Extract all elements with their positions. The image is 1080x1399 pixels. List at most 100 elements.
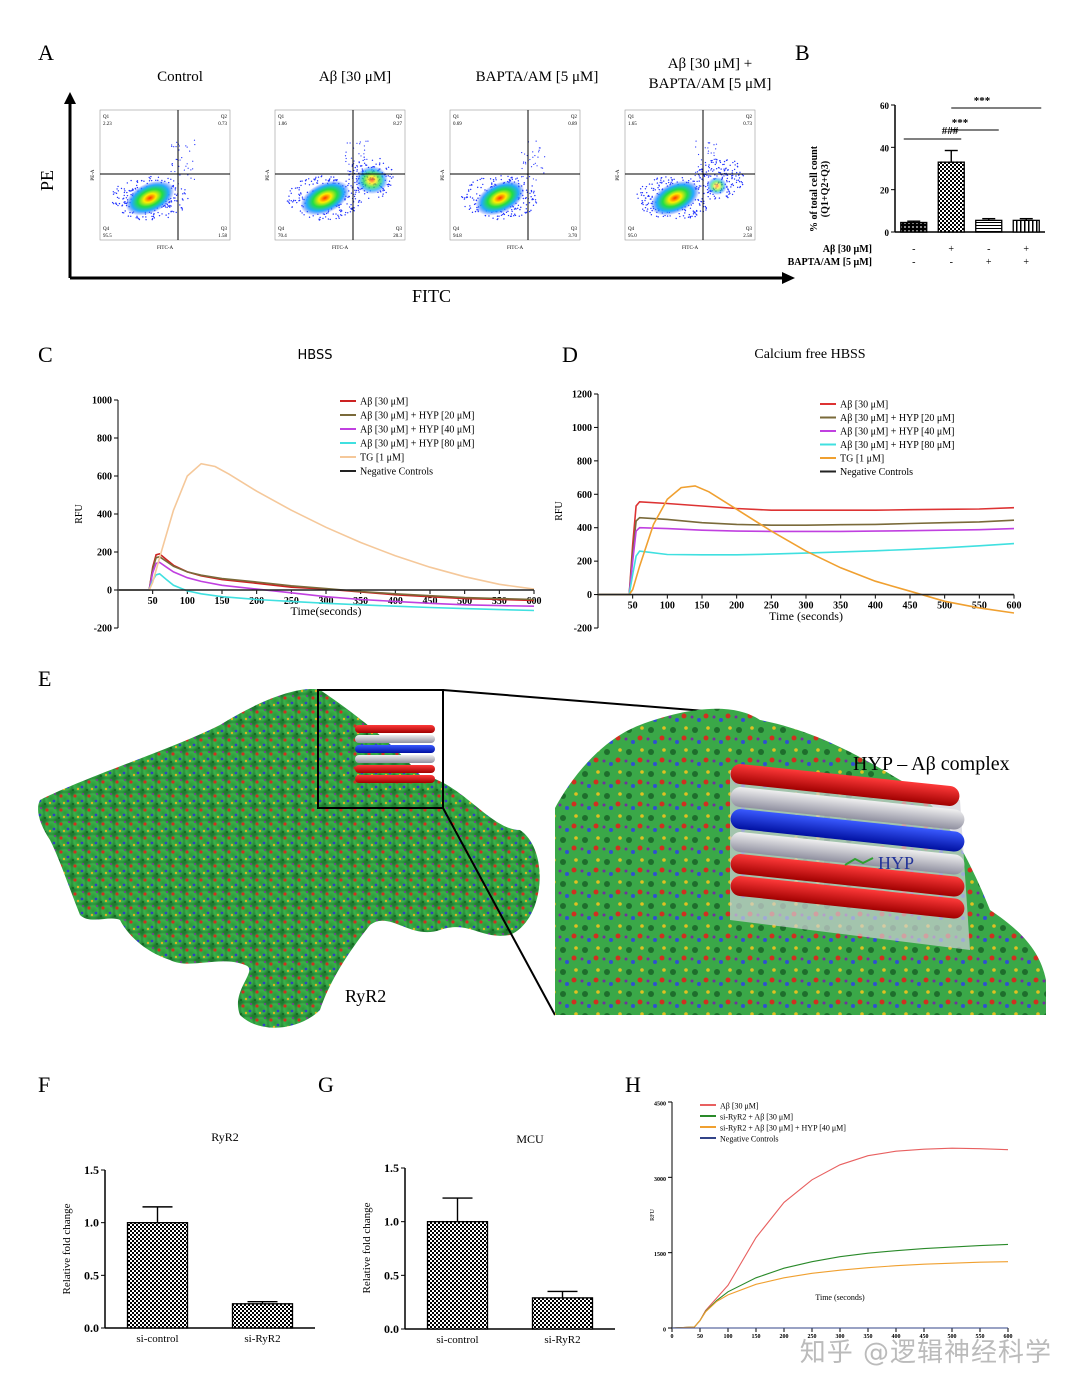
q2-label: Q2: [221, 115, 228, 120]
y-tick-label: 4500: [654, 1102, 666, 1108]
y-axis-label: Relative fold change: [361, 1202, 373, 1293]
y-tick-label: 0: [587, 590, 592, 601]
y-tick-label: 0: [107, 586, 112, 597]
line-chart-h: 0 1500 3000 4500 0 50 100 150 200 250 300 350 400 450…: [650, 1101, 1013, 1340]
y-axis-label: Relative fold change: [61, 1203, 73, 1294]
b-row2-label: BAPTA/AM [5 μM]: [787, 257, 872, 268]
y-tick-label: 400: [577, 523, 592, 534]
y-tick-label: 1000: [92, 396, 112, 407]
q2-value: 0.73: [743, 122, 752, 127]
flow-title-combo-1: Aβ [30 μM] +: [667, 56, 753, 72]
x-tick-label: 500: [937, 601, 952, 612]
b-ylabel: % of total cell count (Q1+Q2+Q3): [809, 145, 831, 233]
q4-label: Q4: [628, 227, 635, 232]
y-axis-mini-label: PE-A: [91, 169, 96, 181]
x-tick-label: 300: [319, 596, 334, 607]
q4-label: Q4: [453, 227, 460, 232]
x-tick-label: 500: [948, 1334, 957, 1340]
flow-title-abeta: Aβ [30 μM]: [318, 69, 392, 85]
q2-value: 8.27: [393, 122, 402, 127]
series-line-2: [671, 1243, 1009, 1329]
y-tick-label: 600: [97, 472, 112, 483]
panel-letter-f: F: [38, 1072, 51, 1097]
legend-entry: Negative Controls: [360, 467, 433, 478]
x-tick-label: 0: [671, 1334, 674, 1340]
q3-label: Q3: [396, 227, 403, 232]
q2-label: Q2: [571, 115, 578, 120]
bar: [231, 1303, 294, 1329]
legend-entry: TG [1 μM]: [840, 454, 884, 465]
b-sign-r2-c4: +: [1023, 257, 1030, 268]
q3-label: Q3: [746, 227, 753, 232]
flow-title-combo-2: BAPTA/AM [5 μM]: [648, 76, 772, 92]
y-tick-label: 1500: [654, 1252, 666, 1258]
q3-value: 20.3: [393, 234, 402, 239]
legend-entry: TG [1 μM]: [360, 453, 404, 464]
series-line-3: [118, 561, 535, 607]
b-row1-label: Aβ [30 μM]: [822, 244, 872, 255]
y-tick-label: 600: [577, 490, 592, 501]
flow-plot-3: Q1 0.69 Q2 0.89 Q3 3.70 Q4 94.8 FITC-A PE-A: [441, 109, 581, 251]
x-tick-label: 600: [527, 596, 542, 607]
y-tick-label: 800: [97, 434, 112, 445]
panel-letter-a: A: [38, 40, 54, 65]
panel-letter-b: B: [795, 40, 810, 65]
q1-label: Q1: [628, 115, 635, 120]
chart-c-title: HBSS: [297, 348, 333, 363]
y-axis-label: RFU: [650, 1208, 656, 1220]
x-tick-label: 150: [215, 596, 230, 607]
y-tick-label: -200: [94, 624, 112, 635]
q3-value: 2.58: [743, 234, 752, 239]
q2-label: Q2: [396, 115, 403, 120]
x-tick-label: 350: [864, 1334, 873, 1340]
y-axis-mini-label: PE-A: [266, 169, 271, 181]
bar: [975, 219, 1003, 233]
y-tick-label: 0.5: [84, 1268, 99, 1282]
x-tick-label: 350: [353, 596, 368, 607]
complex-label: HYP – Aβ complex: [853, 753, 1010, 775]
y-tick-label: 400: [97, 510, 112, 521]
q3-label: Q3: [571, 227, 578, 232]
q4-value: 70.4: [278, 234, 287, 239]
panel-letter-g: G: [318, 1072, 334, 1097]
bar-chart-b: 0 20 40 60 ### *** ***: [880, 95, 1045, 238]
series-line-1: [598, 500, 1015, 596]
flow-plot-1: Q1 2.23 Q2 0.73 Q3 1.58 Q4 95.5 FITC-A PE-A: [91, 109, 231, 251]
bar: [900, 221, 928, 233]
chart-b-plot: 0 20 40 60: [880, 101, 1045, 238]
q1-value: 0.69: [453, 122, 462, 127]
b-sign-r2-c3: +: [985, 257, 992, 268]
pe-axis-label: PE: [37, 169, 58, 192]
q2-value: 0.73: [218, 122, 227, 127]
flow-title-control: Control: [157, 69, 203, 85]
legend-entry: Aβ [30 μM] + HYP [80 μM]: [360, 439, 474, 450]
b-sign-r2-c2: -: [949, 257, 953, 268]
b-sign-r2-c1: -: [912, 257, 916, 268]
sig-star-1: ***: [952, 117, 969, 129]
hyp-abeta-complex: [730, 764, 970, 950]
bar: [531, 1297, 594, 1330]
x-tick-label: si-control: [436, 1334, 478, 1346]
series-line-4: [118, 572, 535, 612]
y-tick-label: 200: [97, 548, 112, 559]
b-sign-r1-c2: +: [948, 244, 955, 255]
legend-entry: Negative Controls: [840, 467, 913, 478]
x-tick-label: 400: [868, 601, 883, 612]
series-line-1: [118, 553, 535, 602]
series-line-4: [598, 542, 1015, 596]
x-tick-label: 500: [457, 596, 472, 607]
x-tick-label: 450: [920, 1334, 929, 1340]
x-tick-label: 50: [697, 1334, 703, 1340]
series-line-5: [118, 462, 535, 591]
legend-entry: Aβ [30 μM] + HYP [20 μM]: [360, 411, 474, 422]
x-tick-label: 200: [249, 596, 264, 607]
y-tick-label: 40: [880, 143, 890, 153]
x-tick-label: 250: [764, 601, 779, 612]
line-chart-d: -200 0 200 400 600 800 1000 1200 50 100 150 200 250 3…: [554, 390, 1022, 635]
legend-entry: Aβ [30 μM]: [360, 397, 408, 408]
x-tick-label: 200: [780, 1334, 789, 1340]
flow-title-bapta: BAPTA/AM [5 μM]: [475, 69, 599, 85]
chart-g-title: MCU: [516, 1132, 544, 1146]
x-tick-label: 50: [148, 596, 158, 607]
chart-d-title: Calcium free HBSS: [754, 347, 866, 362]
